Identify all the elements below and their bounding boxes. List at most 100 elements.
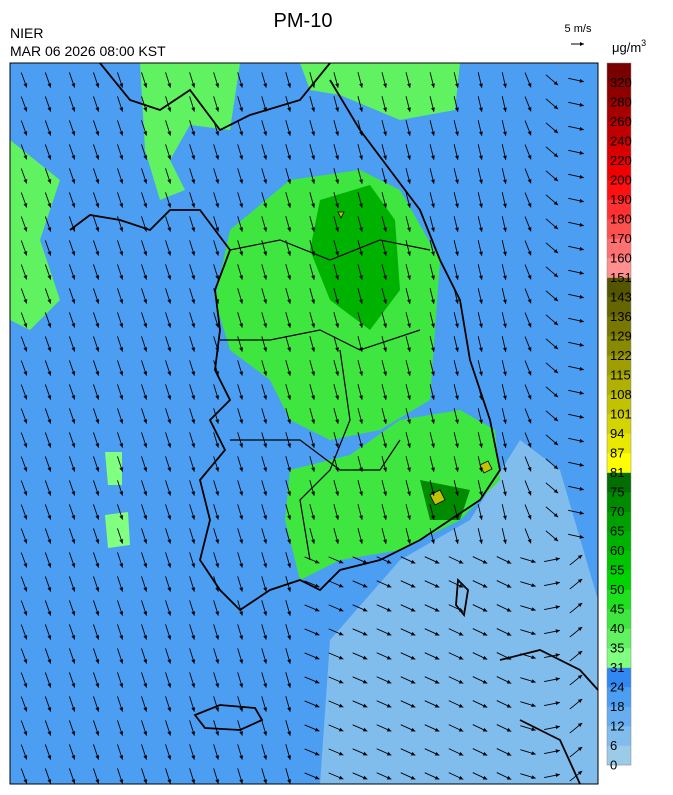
wind-arrow bbox=[20, 384, 28, 400]
arrow-head bbox=[335, 275, 339, 280]
arrow-head bbox=[71, 755, 76, 760]
arrow-head bbox=[359, 491, 363, 496]
arrow-head bbox=[502, 179, 507, 184]
arrow-head bbox=[23, 755, 28, 760]
wind-arrow bbox=[141, 96, 148, 112]
wind-arrow bbox=[501, 312, 507, 328]
arrow-head bbox=[239, 419, 244, 424]
arrow-head bbox=[311, 107, 316, 112]
wind-arrow bbox=[44, 600, 52, 616]
wind-arrow bbox=[357, 408, 363, 424]
arrow-head bbox=[71, 419, 76, 424]
wind-arrow bbox=[20, 240, 28, 256]
green-field bbox=[105, 452, 122, 485]
arrow-head bbox=[287, 515, 292, 520]
wind-arrow bbox=[165, 744, 172, 760]
arrow-head bbox=[458, 559, 464, 564]
wind-arrow bbox=[68, 696, 76, 712]
arrow-head bbox=[527, 202, 532, 208]
wind-arrow bbox=[405, 264, 411, 280]
arrow-head bbox=[383, 323, 387, 328]
wind-arrow bbox=[68, 744, 76, 760]
wind-arrow bbox=[261, 744, 268, 760]
wind-arrow bbox=[44, 456, 52, 472]
arrow-head bbox=[71, 131, 76, 136]
arrow-head bbox=[386, 751, 392, 756]
wind-arrow bbox=[165, 144, 172, 160]
arrow-head bbox=[527, 154, 532, 160]
wind-arrow bbox=[44, 408, 52, 424]
wind-arrow bbox=[477, 456, 483, 472]
arrow-head bbox=[434, 655, 440, 660]
wind-arrow bbox=[357, 216, 363, 232]
wind-arrow bbox=[44, 576, 52, 592]
wind-arrow bbox=[381, 456, 387, 472]
wind-arrow bbox=[261, 120, 268, 136]
arrow-head bbox=[577, 722, 583, 728]
wind-arrow bbox=[405, 456, 411, 472]
wind-arrow bbox=[44, 216, 52, 232]
wind-arrow bbox=[213, 552, 220, 568]
wind-arrow bbox=[20, 576, 28, 592]
wind-arrow bbox=[189, 408, 196, 424]
arrow-head bbox=[23, 299, 28, 304]
wind-arrow bbox=[141, 240, 148, 256]
wind-arrow bbox=[20, 720, 28, 736]
wind-arrow bbox=[569, 698, 583, 710]
colorbar-label: 45 bbox=[610, 602, 624, 617]
colorbar-label: 136 bbox=[610, 309, 632, 324]
arrow-head bbox=[410, 775, 416, 780]
wind-arrow bbox=[429, 216, 435, 232]
arrow-head bbox=[71, 659, 76, 664]
arrow-head bbox=[579, 438, 584, 443]
arrow-head bbox=[553, 297, 559, 302]
colorbar-swatch bbox=[607, 199, 631, 220]
arrow-head bbox=[478, 251, 483, 256]
arrow-head bbox=[23, 155, 28, 160]
low-field bbox=[320, 440, 598, 784]
wind-arrow bbox=[501, 96, 507, 112]
colorbar-label: 6 bbox=[610, 738, 617, 753]
wind-arrow bbox=[568, 221, 584, 227]
arrow-head bbox=[555, 749, 560, 754]
arrow-head bbox=[119, 587, 124, 592]
arrow-head bbox=[431, 251, 435, 256]
wind-arrow bbox=[141, 192, 148, 208]
wind-arrow bbox=[261, 360, 268, 376]
wind-arrow bbox=[357, 480, 363, 496]
map bbox=[10, 63, 598, 784]
wind-arrow bbox=[477, 72, 483, 88]
arrow-head bbox=[314, 679, 320, 684]
arrow-head bbox=[458, 751, 464, 756]
arrow-head bbox=[502, 131, 507, 136]
wind-arrow bbox=[213, 264, 220, 280]
arrow-head bbox=[191, 179, 196, 184]
wind-arrow bbox=[44, 504, 52, 520]
arrow-head bbox=[119, 155, 124, 160]
arrow-head bbox=[263, 515, 268, 520]
arrow-head bbox=[407, 275, 411, 280]
arrow-head bbox=[555, 629, 560, 634]
arrow-head bbox=[553, 249, 559, 254]
wind-arrow bbox=[544, 605, 560, 611]
wind-arrow bbox=[141, 768, 148, 784]
arrow-head bbox=[239, 539, 244, 544]
arrow-head bbox=[410, 751, 416, 756]
wind-arrow bbox=[545, 530, 559, 542]
wind-arrow bbox=[141, 744, 148, 760]
arrow-head bbox=[338, 607, 344, 612]
wind-arrow bbox=[44, 192, 52, 208]
wind-arrow bbox=[20, 528, 28, 544]
wind-arrow bbox=[496, 580, 512, 588]
arrow-head bbox=[577, 674, 583, 680]
arrow-head bbox=[47, 731, 52, 736]
wind-arrow bbox=[429, 480, 435, 496]
wind-arrow bbox=[381, 288, 387, 304]
arrow-head bbox=[263, 323, 268, 328]
wind-arrow bbox=[429, 96, 435, 112]
wind-arrow bbox=[285, 240, 292, 256]
arrow-head bbox=[431, 155, 435, 160]
arrow-head bbox=[47, 491, 52, 496]
wind-arrow bbox=[472, 556, 488, 564]
wind-arrow bbox=[141, 336, 148, 352]
